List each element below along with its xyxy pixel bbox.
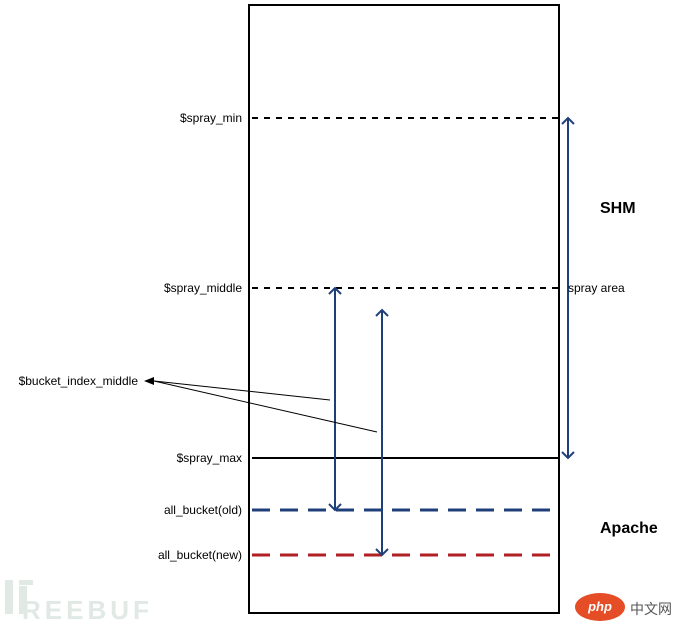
label-spray_area: spray area [568, 281, 625, 295]
label-all_bucket_new: all_bucket(new) [158, 548, 242, 562]
php-badge-label: php [580, 599, 620, 614]
label-all_bucket_old: all_bucket(old) [164, 503, 242, 517]
label-spray_max: $spray_max [177, 451, 242, 465]
label-Apache: Apache [600, 520, 658, 538]
label-spray_middle: $spray_middle [164, 281, 242, 295]
watermark-bar-3 [19, 580, 33, 585]
memory-box [248, 4, 560, 614]
label-bucket_index_middle: $bucket_index_middle [19, 374, 138, 388]
pointer-origin-head [144, 377, 154, 385]
watermark-bar-1 [5, 580, 13, 614]
php-cn-label: 中文网 [630, 599, 672, 619]
label-spray_min: $spray_min [180, 111, 242, 125]
label-SHM: SHM [600, 200, 636, 218]
freebuf-watermark: REEBUF [22, 595, 153, 626]
